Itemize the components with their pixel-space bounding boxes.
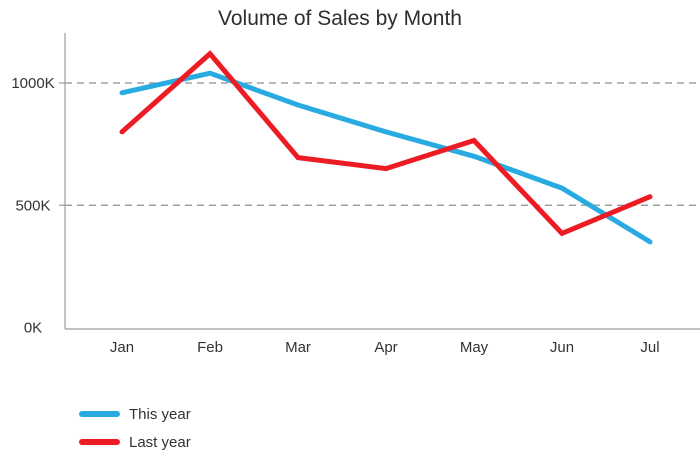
chart-title: Volume of Sales by Month — [218, 7, 462, 30]
x-axis-label: Apr — [374, 339, 397, 356]
x-axis-label: Jun — [550, 339, 574, 356]
x-axis-label: May — [460, 339, 489, 356]
x-axis-label: Feb — [197, 339, 223, 356]
y-axis-label: 0K — [24, 320, 42, 337]
y-axis-label: 1000K — [11, 75, 54, 92]
legend-swatch-this-year — [79, 411, 120, 417]
series-line-this-year — [119, 70, 653, 245]
legend-label-last-year: Last year — [129, 433, 191, 451]
y-axis-label: 500K — [15, 197, 50, 214]
legend: This year Last year — [79, 403, 191, 459]
series-line-last-year — [119, 50, 653, 237]
plot-area: 0K 500K 1000K Jan Feb Mar Apr May Jun Jul — [11, 33, 700, 356]
x-axis-label: Jan — [110, 339, 134, 356]
legend-swatch-last-year — [79, 439, 120, 445]
x-axis-label: Mar — [285, 339, 311, 356]
x-axis-label: Jul — [640, 339, 659, 356]
legend-item-this-year: This year — [79, 403, 191, 425]
legend-label-this-year: This year — [129, 405, 191, 423]
legend-item-last-year: Last year — [79, 431, 191, 453]
